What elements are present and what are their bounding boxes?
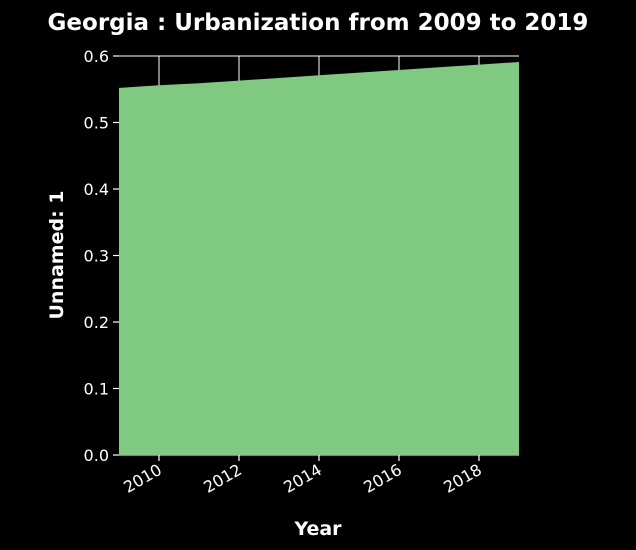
x-tick-label: 2012 (200, 460, 245, 497)
plot-area (118, 55, 520, 456)
area-series (119, 61, 519, 456)
y-axis: 0.0 0.1 0.2 0.3 0.4 0.5 0.6 (84, 47, 119, 465)
x-tick-label: 2010 (120, 460, 165, 497)
x-axis-label: Year (293, 518, 342, 540)
chart-title: Georgia : Urbanization from 2009 to 2019 (48, 10, 589, 36)
x-tick-label: 2016 (360, 460, 405, 497)
y-axis-label: Unnamed: 1 (46, 190, 68, 319)
y-tick-label: 0.5 (84, 114, 109, 133)
y-tick-label: 0.1 (84, 380, 109, 399)
y-tick-label: 0.2 (84, 313, 109, 332)
x-axis: 2010 2012 2014 2016 2018 (120, 455, 485, 497)
y-tick-label: 0.3 (84, 247, 109, 266)
y-tick-label: 0.6 (84, 47, 109, 66)
y-tick-label: 0.0 (84, 446, 109, 465)
x-tick-label: 2014 (280, 460, 325, 497)
y-tick-label: 0.4 (84, 180, 109, 199)
x-tick-label: 2018 (440, 460, 485, 497)
